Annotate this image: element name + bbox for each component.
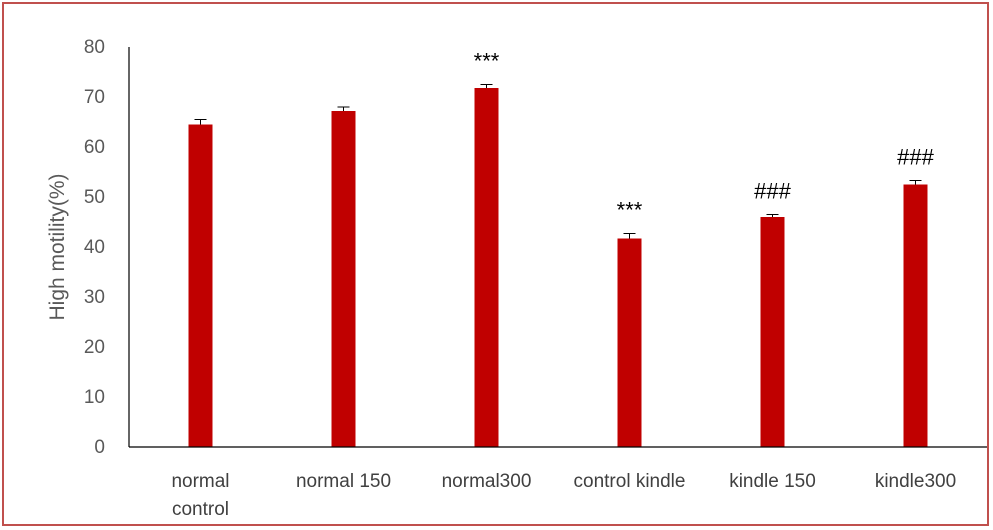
bar (474, 88, 499, 447)
error-bar (194, 119, 207, 125)
y-axis-title: High motility(%) (46, 173, 69, 320)
x-category-label: normal 150 (296, 471, 391, 492)
y-tick-label: 60 (84, 137, 105, 158)
y-axis-ticks: 0 10 20 30 40 50 60 70 80 (84, 37, 105, 458)
x-category-label: normal control (171, 471, 229, 520)
bar (188, 124, 213, 447)
bars (188, 88, 928, 447)
significance-annotations: *** *** ### ### (474, 49, 935, 223)
significance-label: ### (897, 145, 934, 170)
error-bar (766, 214, 779, 217)
bar (903, 184, 928, 447)
error-bar (480, 84, 493, 88)
error-bar (909, 180, 922, 185)
y-tick-label: 50 (84, 187, 105, 208)
x-axis-categories: normal control normal 150 normal300 control … (171, 471, 956, 520)
significance-label: *** (474, 49, 500, 74)
y-tick-label: 0 (94, 437, 105, 458)
bar-chart: 0 10 20 30 40 50 60 70 80 *** *** ### ### normal con… (46, 37, 987, 520)
error-bars (194, 84, 922, 239)
x-category-label: control kindle (574, 471, 686, 492)
bar (760, 217, 785, 447)
bar (331, 111, 356, 447)
error-bar (337, 106, 350, 111)
x-category-label: kindle300 (875, 471, 956, 492)
y-tick-label: 10 (84, 387, 105, 408)
y-tick-label: 40 (84, 237, 105, 258)
y-tick-label: 80 (84, 37, 105, 58)
y-tick-label: 20 (84, 337, 105, 358)
significance-label: ### (754, 179, 791, 204)
y-tick-label: 70 (84, 87, 105, 108)
bar (617, 238, 642, 447)
error-bar (623, 233, 636, 239)
significance-label: *** (617, 198, 643, 223)
x-category-label: normal300 (442, 471, 532, 492)
y-tick-label: 30 (84, 287, 105, 308)
x-category-label: kindle 150 (729, 471, 816, 492)
